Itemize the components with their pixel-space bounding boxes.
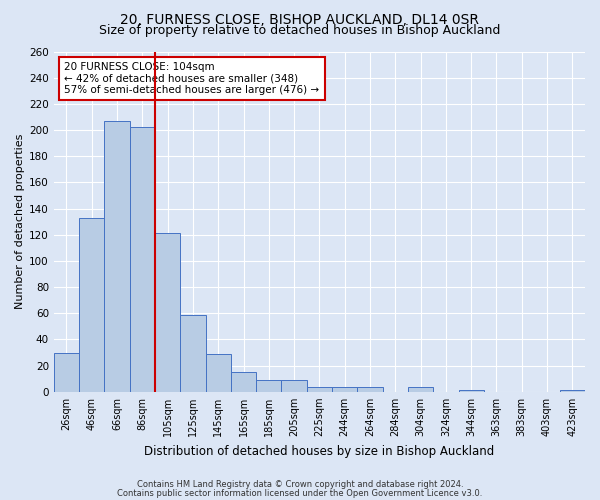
Bar [130,128,155,392]
X-axis label: Distribution of detached houses by size in Bishop Auckland: Distribution of detached houses by size … [144,444,494,458]
Bar [231,372,256,392]
Bar [180,314,206,392]
Bar [79,218,104,392]
Bar [281,380,307,392]
Bar [358,386,383,392]
Bar [560,390,585,392]
Bar [104,121,130,392]
Bar [408,386,433,392]
Text: Contains public sector information licensed under the Open Government Licence v3: Contains public sector information licen… [118,488,482,498]
Bar [206,354,231,392]
Text: Size of property relative to detached houses in Bishop Auckland: Size of property relative to detached ho… [100,24,500,37]
Text: 20 FURNESS CLOSE: 104sqm
← 42% of detached houses are smaller (348)
57% of semi-: 20 FURNESS CLOSE: 104sqm ← 42% of detach… [64,62,320,95]
Bar [332,386,358,392]
Bar [155,234,180,392]
Y-axis label: Number of detached properties: Number of detached properties [15,134,25,310]
Bar [307,386,332,392]
Bar [54,352,79,392]
Bar [256,380,281,392]
Bar [458,390,484,392]
Text: 20, FURNESS CLOSE, BISHOP AUCKLAND, DL14 0SR: 20, FURNESS CLOSE, BISHOP AUCKLAND, DL14… [121,12,479,26]
Text: Contains HM Land Registry data © Crown copyright and database right 2024.: Contains HM Land Registry data © Crown c… [137,480,463,489]
